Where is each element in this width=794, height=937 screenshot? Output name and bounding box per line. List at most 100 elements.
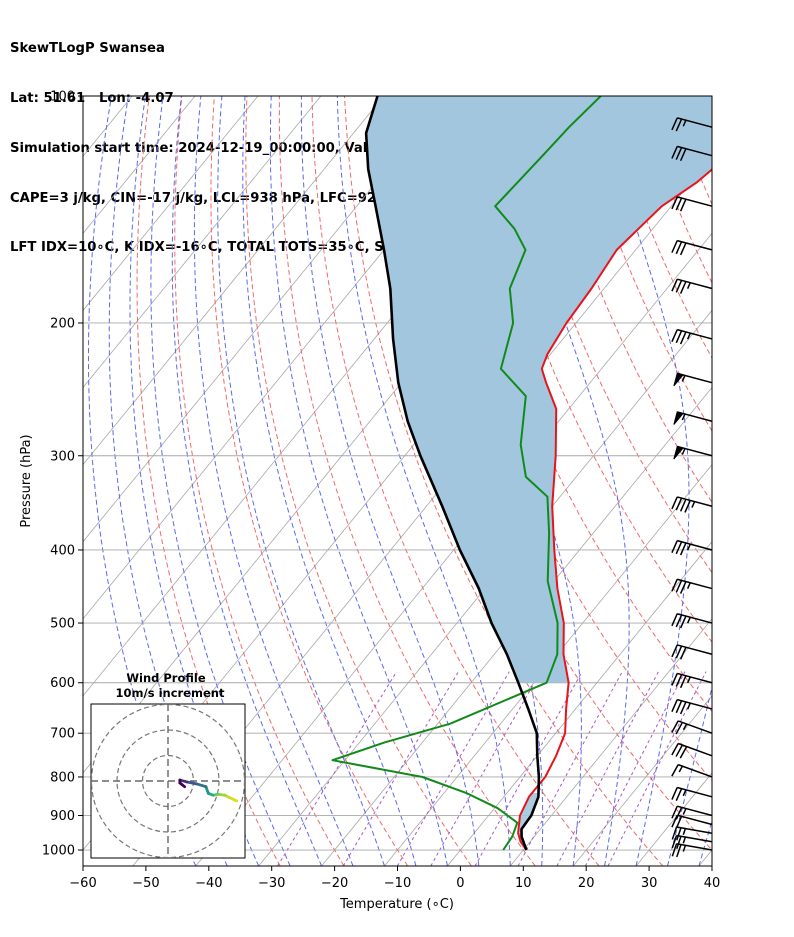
wind-barb	[671, 539, 713, 556]
isotherm-line	[83, 96, 259, 312]
x-tick-label: −50	[132, 876, 159, 891]
x-tick-label: 30	[641, 876, 658, 891]
x-tick-label: −30	[258, 876, 285, 891]
wind-barb	[671, 720, 713, 735]
x-tick-label: 10	[515, 876, 532, 891]
isotherm-line	[83, 96, 322, 389]
wind-profile-inset: Wind Profile 10m/s increment	[90, 671, 246, 859]
dry-adiabat-line	[311, 96, 600, 866]
hodograph-segment	[195, 782, 208, 789]
isotherm-line	[762, 96, 794, 866]
y-tick-label: 1000	[42, 844, 75, 859]
isotherm-line	[572, 695, 712, 866]
wind-barb	[673, 411, 713, 425]
moist-adiabat-line	[667, 685, 712, 866]
dry-adiabat-line	[245, 96, 472, 866]
moist-adiabat-line	[150, 96, 291, 866]
y-tick-label: 500	[50, 617, 75, 632]
x-tick-label: −60	[69, 876, 96, 891]
y-axis-ticks: 100 200 300 400 500 600 700 800 900 1000	[42, 90, 83, 859]
y-tick-label: 600	[50, 676, 75, 691]
y-tick-label: 100	[50, 90, 75, 105]
mixing-ratio-line	[607, 671, 707, 866]
dry-adiabat-line	[506, 96, 712, 574]
dry-adiabat-line	[702, 96, 712, 123]
temperature-profile-line	[517, 168, 712, 851]
dry-adiabat-line	[174, 96, 345, 866]
dry-adiabat-line	[441, 96, 712, 713]
hodograph-segment	[185, 780, 198, 786]
wind-barb	[671, 843, 713, 858]
x-tick-label: −40	[195, 876, 222, 891]
wind-barb	[671, 814, 713, 829]
wind-barb	[671, 763, 713, 778]
moist-adiabat-line	[217, 96, 385, 866]
moist-adiabat-line	[730, 96, 794, 866]
mixing-ratio-line	[277, 671, 398, 866]
dry-adiabat-line	[572, 96, 712, 432]
dry-adiabat-line	[278, 96, 536, 866]
dry-adiabat-line	[768, 96, 794, 866]
dewpoint-profile-line	[331, 96, 602, 851]
hodograph-ring	[91, 704, 245, 858]
moist-adiabat-line	[597, 96, 690, 866]
wind-barb	[671, 145, 713, 162]
y-tick-label: 200	[50, 316, 75, 331]
x-tick-label: 20	[578, 876, 595, 891]
wind-barb	[671, 496, 713, 513]
mixing-ratio-line	[474, 671, 583, 866]
wind-barb	[671, 805, 713, 820]
mixing-ratio-line	[584, 671, 686, 866]
moist-adiabat-line	[171, 96, 323, 866]
isotherm-line	[698, 849, 712, 866]
wind-barb	[671, 612, 713, 629]
dry-adiabat-line	[735, 96, 794, 866]
y-axis-label: Pressure (hPa)	[19, 434, 34, 527]
header-location: Lat: 51.61 Lon: -4.07	[10, 90, 174, 106]
y-tick-label: 900	[50, 809, 75, 824]
isotherm-line	[83, 96, 447, 543]
dry-adiabat-line	[474, 96, 712, 643]
isotherm-line	[635, 772, 712, 866]
wind-barbs	[671, 117, 713, 858]
wind-barb	[671, 834, 713, 849]
header-title: SkewTLogP Swansea	[10, 41, 165, 57]
inset-title: Wind Profile	[126, 671, 206, 685]
parcel-profile-line	[364, 96, 541, 851]
isotherm-line	[0, 96, 69, 866]
moist-adiabat-line	[193, 96, 354, 866]
dry-adiabat-line	[637, 96, 712, 284]
moist-adiabat-line	[698, 818, 712, 866]
y-tick-label: 800	[50, 770, 75, 785]
wind-barb	[671, 578, 713, 594]
y-tick-label: 300	[50, 449, 75, 464]
x-tick-label: 0	[456, 876, 464, 891]
wind-barb	[671, 328, 713, 345]
wind-barb	[671, 196, 713, 212]
wind-barb	[671, 786, 713, 801]
isotherm-line	[509, 618, 712, 866]
x-tick-label: −10	[384, 876, 411, 891]
x-tick-label: −20	[321, 876, 348, 891]
inset-subtitle: 10m/s increment	[116, 686, 225, 700]
wind-barb	[671, 239, 713, 256]
mixing-ratio-line	[396, 671, 510, 866]
profile-lines	[331, 96, 712, 851]
wind-barb	[671, 698, 713, 715]
wind-barb	[671, 672, 713, 689]
cape-shading	[366, 96, 712, 683]
isotherm-line	[321, 386, 712, 866]
dry-adiabat-line	[669, 96, 712, 206]
x-axis-label: Temperature (∘C)	[339, 897, 454, 912]
isotherm-line	[447, 541, 712, 866]
mixing-ratio-line	[342, 671, 459, 866]
y-tick-label: 700	[50, 727, 75, 742]
cape-area	[366, 96, 712, 850]
x-axis-ticks: −60 −50 −40 −30 −20 −10 0 10 20 30 40	[69, 866, 720, 891]
moist-adiabat-line	[505, 96, 630, 866]
wind-barb	[671, 826, 713, 841]
isotherm-line	[83, 96, 196, 234]
dry-adiabat-line	[210, 96, 409, 866]
isotherm-line	[83, 96, 385, 466]
